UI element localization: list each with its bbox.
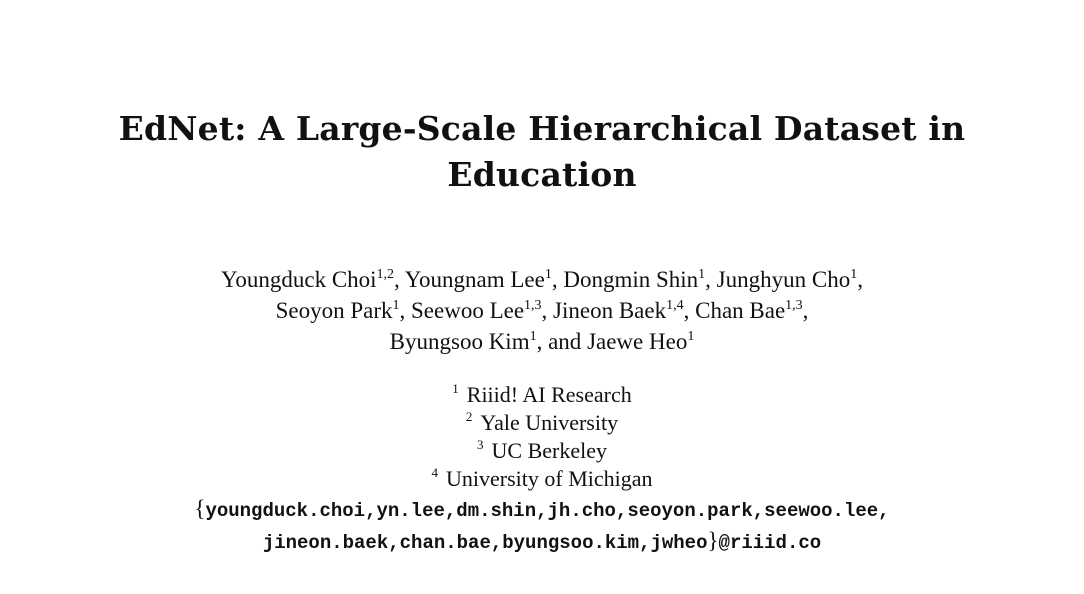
email-line-2: jineon.baek,chan.bae,byungsoo.kim,jwheo}… [0, 526, 1084, 558]
affiliation-item: 2 Yale University [0, 409, 1084, 437]
affiliation-number: 4 [431, 465, 438, 480]
author-separator: , [802, 298, 809, 323]
affiliation-name: Yale University [480, 410, 619, 435]
author-name: Chan Bae [695, 298, 786, 323]
author-separator: , [399, 298, 406, 323]
email-block: {youngduck.choi,yn.lee,dm.shin,jh.cho,se… [0, 494, 1084, 558]
author-line-1: Youngduck Choi1,2, Youngnam Lee1, Dongmi… [0, 264, 1084, 295]
affiliation-item: 4 University of Michigan [0, 465, 1084, 493]
author-separator: , [551, 267, 558, 292]
author-name: Jineon Baek [553, 298, 667, 323]
author-name: Seewoo Lee [411, 298, 525, 323]
title-line-1: EdNet: A Large-Scale Hierarchical Datase… [118, 109, 966, 148]
email-close-brace: } [707, 528, 719, 553]
author-name: Dongmin Shin [563, 267, 699, 292]
author-affiliation-mark: 1,3 [785, 298, 803, 313]
author-list: Youngduck Choi1,2, Youngnam Lee1, Dongmi… [0, 264, 1084, 357]
author-separator: , [683, 298, 690, 323]
author-affiliation-mark: 1,4 [666, 298, 684, 313]
email-usernames-1: youngduck.choi,yn.lee,dm.shin,jh.cho,seo… [205, 500, 890, 522]
author-name: Byungsoo Kim [389, 329, 530, 354]
affiliation-item: 1 Riiid! AI Research [0, 381, 1084, 409]
author-separator: , [857, 267, 863, 292]
affiliation-name: Riiid! AI Research [466, 382, 632, 407]
author-affiliation-mark: 1 [698, 267, 706, 282]
author-affiliation-mark: 1 [687, 329, 695, 344]
affiliation-number: 1 [452, 381, 459, 396]
author-separator: , [394, 267, 400, 292]
affiliation-name: University of Michigan [445, 466, 653, 491]
author-line-3: Byungsoo Kim1, and Jaewe Heo1 [0, 326, 1084, 357]
author-separator: , [705, 267, 711, 292]
author-name: Jaewe Heo [587, 329, 688, 354]
author-name: Youngduck Choi [221, 267, 377, 292]
affiliation-number: 2 [465, 409, 473, 424]
title-line-2: Education [447, 155, 637, 194]
paper-title: EdNet: A Large-Scale Hierarchical Datase… [0, 106, 1084, 198]
author-affiliation-mark: 1,3 [524, 298, 542, 313]
author-name: Junghyun Cho [716, 267, 851, 292]
author-separator-and: , and [536, 329, 582, 354]
author-affiliation-mark: 1,2 [376, 267, 395, 282]
affiliation-list: 1 Riiid! AI Research 2 Yale University 3 UC… [0, 381, 1084, 493]
email-domain: @riiid.co [718, 532, 822, 554]
author-line-2: Seoyon Park1, Seewoo Lee1,3, Jineon Baek… [0, 295, 1084, 326]
author-affiliation-mark: 1 [392, 298, 400, 313]
author-name: Seoyon Park [275, 298, 393, 323]
author-name: Youngnam Lee [404, 267, 545, 292]
email-usernames-2: jineon.baek,chan.bae,byungsoo.kim,jwheo [262, 532, 708, 554]
author-separator: , [541, 298, 548, 323]
affiliation-number: 3 [477, 437, 484, 452]
affiliation-name: UC Berkeley [491, 438, 607, 463]
email-open-brace: { [194, 496, 206, 521]
author-affiliation-mark: 1 [850, 267, 858, 282]
email-line-1: {youngduck.choi,yn.lee,dm.shin,jh.cho,se… [0, 494, 1084, 526]
affiliation-item: 3 UC Berkeley [0, 437, 1084, 465]
author-affiliation-mark: 1 [544, 267, 552, 282]
author-affiliation-mark: 1 [529, 329, 537, 344]
